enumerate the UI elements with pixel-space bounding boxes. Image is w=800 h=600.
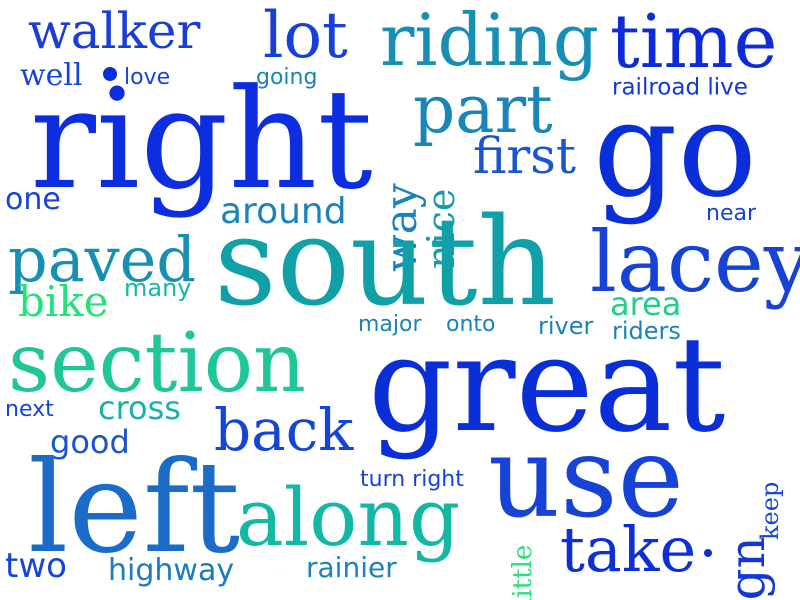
word-major: major — [358, 312, 422, 337]
word-walker: walker — [28, 2, 201, 60]
word-well: well — [20, 58, 83, 93]
word-onto: onto — [446, 312, 496, 337]
word-part: part — [413, 71, 553, 148]
word-dot-1 — [103, 67, 117, 81]
word-river: river — [538, 312, 594, 340]
word-going: going — [256, 65, 318, 90]
word-next: next — [5, 397, 54, 422]
word-along: along — [236, 471, 461, 564]
word-two: two — [5, 546, 67, 586]
word-lot: lot — [263, 0, 348, 73]
word-sign: sign — [718, 536, 776, 600]
word-take: take — [560, 513, 697, 586]
word-use: use — [488, 413, 684, 543]
word-go: go — [593, 73, 757, 227]
word-turn-right: turn right — [360, 467, 464, 492]
word-right: right — [30, 59, 373, 220]
word-back: back — [214, 396, 354, 464]
word-good: good — [50, 423, 130, 461]
word-one: one — [5, 182, 61, 217]
word-left: left — [28, 434, 241, 581]
word-around: around — [220, 191, 347, 232]
word-cross: cross — [98, 389, 181, 427]
word-section: section — [8, 316, 306, 411]
word-rainier: rainier — [306, 551, 397, 584]
word-keep: keep — [756, 481, 784, 540]
word-first: first — [473, 127, 577, 185]
word-time: time — [610, 0, 778, 85]
word-south: south — [214, 191, 557, 333]
word-railroad-live: railroad live — [612, 74, 748, 101]
word-area: area — [610, 285, 682, 323]
word-great: great — [368, 308, 726, 462]
word-bike: bike — [18, 277, 109, 326]
word-near: near — [706, 201, 757, 226]
word-paved: paved — [8, 223, 197, 296]
word-love: love — [124, 65, 171, 90]
word-many: many — [124, 274, 192, 302]
word-little: little — [508, 544, 538, 600]
word-highway: highway — [108, 553, 235, 588]
word-riding: riding — [380, 0, 600, 82]
word-lacey: lacey — [590, 213, 800, 311]
word-riders: riders — [612, 317, 681, 345]
word-dot-2 — [704, 549, 712, 557]
